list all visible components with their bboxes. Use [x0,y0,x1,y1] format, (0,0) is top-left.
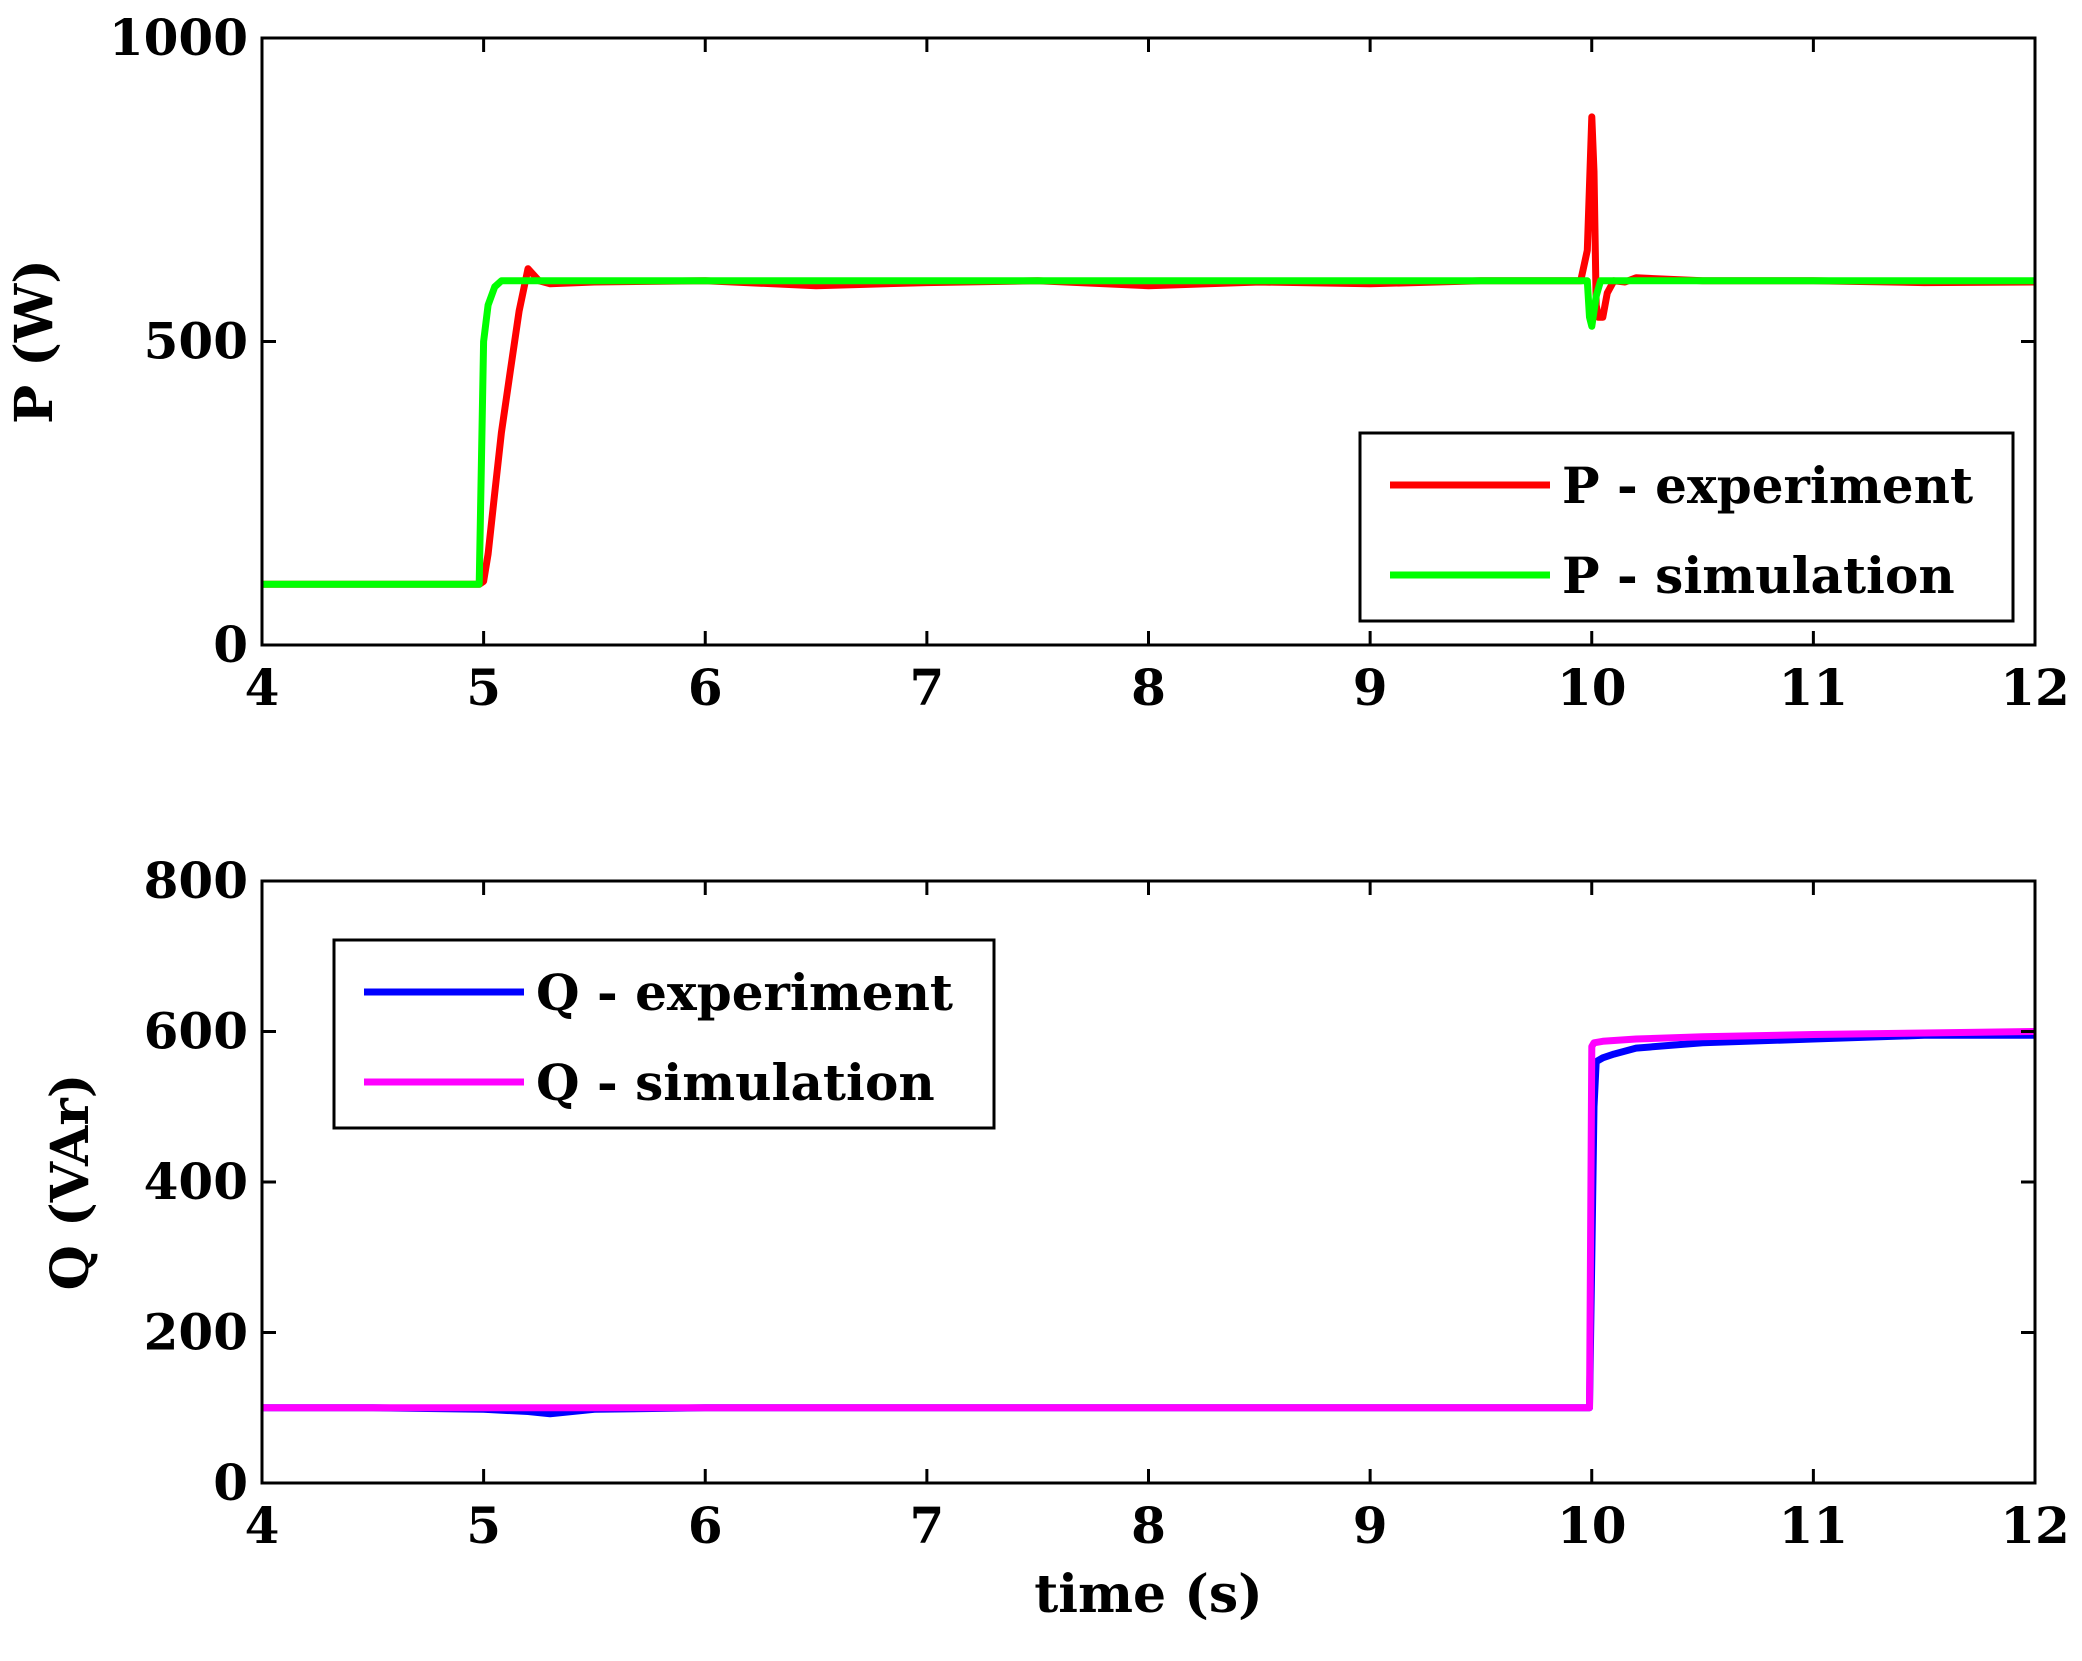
x-tick-label: 10 [1557,1496,1627,1555]
series-line-q-simulation [262,1028,2035,1412]
x-tick-label: 11 [1779,1496,1849,1555]
legend-box [1358,431,2015,623]
chart-2: 4 5 6 7 8 9 10 11 12 0 200 400 600 800 Q (VAr) time (s)… [40,851,2070,1625]
legend-label: Q - experiment [536,963,953,1022]
y-tick-label: 600 [144,1002,248,1061]
legend-label: Q - simulation [536,1053,935,1112]
y-tick-label: 0 [213,615,248,674]
legend: P - experiment P - simulation [1358,431,2015,623]
y-tick-label: 400 [144,1152,248,1211]
y-tick-label: 1000 [109,8,248,67]
y-axis-title: Q (VAr) [40,1074,101,1291]
y-axis-title: P (W) [4,259,65,424]
x-tick-label: 11 [1779,658,1849,717]
x-tick-label: 6 [688,1496,723,1555]
y-tick-label: 500 [144,312,248,371]
x-tick-label: 4 [245,1496,280,1555]
x-tick-label: 12 [2000,1496,2070,1555]
legend-label: P - experiment [1562,456,1973,515]
x-tick-label: 7 [909,658,944,717]
x-tick-label: 6 [688,658,723,717]
x-tick-label: 5 [466,1496,501,1555]
x-axis-title: time (s) [1034,1564,1262,1625]
series-line-p-simulation [262,277,2035,588]
x-tick-label: 9 [1353,1496,1388,1555]
x-tick-label: 4 [245,658,280,717]
legend: Q - experiment Q - simulation [332,938,996,1130]
legend-box [332,938,996,1130]
legend-label: P - simulation [1562,546,1955,605]
x-tick-label: 9 [1353,658,1388,717]
x-tick-label: 5 [466,658,501,717]
x-tick-label: 12 [2000,658,2070,717]
x-tick-label: 8 [1131,1496,1166,1555]
x-tick-label: 8 [1131,658,1166,717]
x-tick-label: 10 [1557,658,1627,717]
x-tick-label: 7 [909,1496,944,1555]
y-tick-label: 800 [144,851,248,910]
y-tick-label: 0 [213,1453,248,1512]
y-tick-label: 200 [144,1303,248,1362]
